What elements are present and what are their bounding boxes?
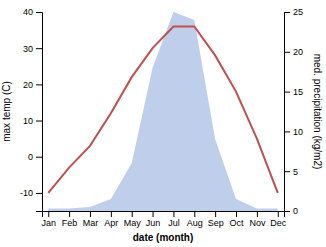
tick-mark [48, 211, 49, 217]
chart: Jan Feb Mar Apr May Jun Jul Aug Sep Oct Nov Dec -10 0… [0, 0, 326, 247]
tick: 25 [284, 7, 303, 17]
y-axis-title: max temp (C) [1, 81, 12, 142]
tick-label: 20 [293, 47, 303, 57]
tick: -10 [20, 188, 42, 198]
y-axis: -10 0 10 20 30 40 [20, 7, 43, 211]
tick-label: Mar [83, 218, 99, 228]
y2-axis-title: med. precipitation (kg/m2) [312, 54, 323, 170]
tick-label: Apr [104, 218, 118, 228]
tick-label: Sep [208, 218, 224, 228]
tick-mark [69, 211, 70, 217]
y2-axis: 0 5 10 15 20 25 [284, 7, 303, 216]
tick-label: Feb [62, 218, 78, 228]
tick-label: 0 [293, 206, 298, 216]
tick-mark [257, 211, 258, 217]
tick: 0 [284, 206, 298, 216]
tick-label: 5 [293, 167, 298, 177]
x-axis-title: date (month) [133, 232, 194, 243]
x-axis-line [43, 212, 285, 218]
area [48, 12, 277, 211]
tick-mark [36, 84, 42, 85]
y2-axis-line [285, 13, 291, 212]
tick: 40 [23, 7, 42, 17]
tick-mark [278, 211, 279, 217]
tick: 15 [284, 87, 303, 97]
tick: Jun [146, 211, 161, 228]
tick: 20 [284, 47, 303, 57]
tick-label: -10 [20, 188, 33, 198]
tick-label: Nov [249, 218, 266, 228]
tick-mark [36, 121, 42, 122]
tick-mark [90, 211, 91, 217]
tick-mark [153, 211, 154, 217]
tick: Nov [249, 211, 266, 228]
y-axis-line [36, 13, 43, 212]
tick: 5 [284, 167, 298, 177]
tick-mark [132, 211, 133, 217]
tick-mark [111, 211, 112, 217]
tick-mark [36, 48, 42, 49]
tick-label: Jan [42, 218, 57, 228]
marks [48, 12, 277, 211]
tick-mark [36, 157, 42, 158]
tick: 30 [23, 44, 42, 54]
line [48, 26, 277, 192]
tick: Apr [104, 211, 118, 228]
tick: Sep [208, 211, 224, 228]
tick: 0 [28, 152, 42, 162]
tick-label: Jun [146, 218, 161, 228]
tick-label: Jul [168, 218, 180, 228]
tick: 10 [284, 127, 303, 137]
tick-mark [284, 92, 290, 93]
tick: Feb [62, 211, 78, 228]
tick-mark [173, 211, 174, 217]
tick-mark [236, 211, 237, 217]
tick-mark [284, 52, 290, 53]
tick: Dec [270, 211, 287, 228]
tick-label: 10 [23, 116, 33, 126]
tick: Oct [230, 211, 245, 228]
tick: Jul [168, 211, 180, 228]
tick-mark [284, 12, 290, 13]
tick: 20 [23, 80, 42, 90]
tick-label: 15 [293, 87, 303, 97]
tick: May [124, 211, 142, 228]
tick: 10 [23, 116, 42, 126]
tick-mark [284, 211, 290, 212]
plot: Jan Feb Mar Apr May Jun Jul Aug Sep Oct Nov Dec -10 0… [1, 7, 323, 243]
tick: Mar [83, 211, 99, 228]
tick-label: 40 [23, 7, 33, 17]
tick-label: May [124, 218, 142, 228]
tick-mark [284, 131, 290, 132]
x-axis: Jan Feb Mar Apr May Jun Jul Aug Sep Oct Nov Dec [42, 211, 287, 228]
tick-label: 20 [23, 80, 33, 90]
tick-mark [36, 193, 42, 194]
tick-label: 0 [28, 152, 33, 162]
tick: Jan [42, 211, 57, 228]
tick-label: Aug [187, 218, 203, 228]
tick-label: Dec [270, 218, 287, 228]
tick-mark [284, 171, 290, 172]
tick-mark [215, 211, 216, 217]
tick-label: 30 [23, 44, 33, 54]
tick: Aug [187, 211, 203, 228]
tick-mark [36, 12, 42, 13]
tick-label: 25 [293, 7, 303, 17]
tick-label: Oct [230, 218, 245, 228]
tick-label: 10 [293, 127, 303, 137]
tick-mark [194, 211, 195, 217]
